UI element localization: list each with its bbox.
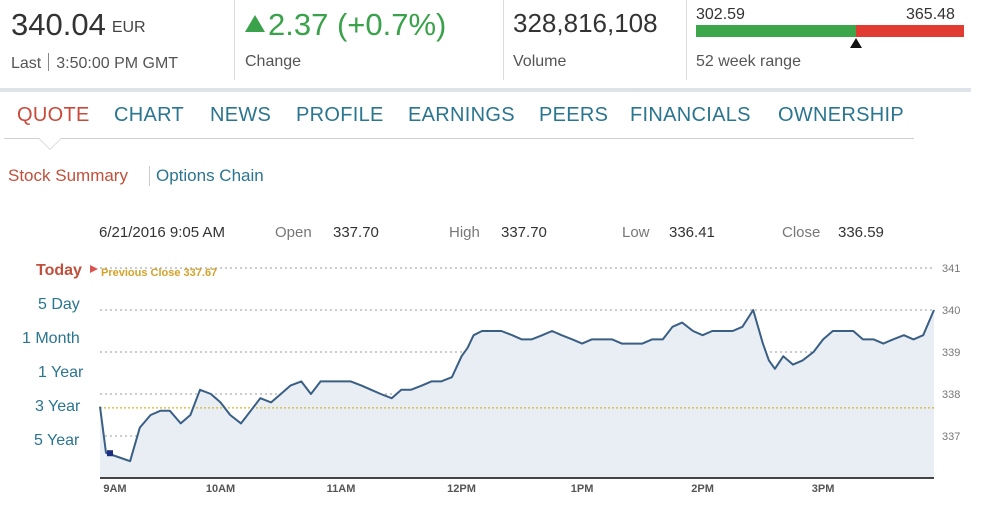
- last-time: 3:50:00 PM GMT: [56, 55, 179, 72]
- tab-news[interactable]: NEWS: [210, 104, 272, 126]
- low-label: Low: [622, 224, 650, 241]
- range-5-day[interactable]: 5 Day: [38, 296, 80, 313]
- tab-profile[interactable]: PROFILE: [296, 104, 384, 126]
- highlight-point-marker: [107, 450, 114, 457]
- change-label: Change: [245, 53, 302, 70]
- range-1-month[interactable]: 1 Month: [22, 330, 80, 347]
- previous-close-arrow-icon: [90, 265, 98, 273]
- subtab-options-chain[interactable]: Options Chain: [156, 166, 264, 185]
- range-3-year[interactable]: 3 Year: [35, 398, 81, 415]
- open-label: Open: [275, 224, 312, 241]
- tab-ownership[interactable]: OWNERSHIP: [778, 104, 905, 126]
- x-tick-label: 12PM: [447, 483, 476, 495]
- summary-underline: [0, 88, 971, 92]
- range-label: 52 week range: [696, 53, 801, 70]
- close-label: Close: [782, 224, 821, 241]
- y-tick-label: 337: [942, 431, 960, 443]
- tab-earnings[interactable]: EARNINGS: [408, 104, 515, 126]
- tab-chart[interactable]: CHART: [114, 104, 185, 126]
- range-high: 365.48: [906, 6, 955, 23]
- x-tick-label: 2PM: [691, 483, 714, 495]
- quote-tabs: QUOTE CHART NEWS PROFILE EARNINGS PEERS …: [4, 104, 914, 138]
- x-axis-ticks: 9AM 10AM 11AM 12PM 1PM 2PM 3PM: [103, 483, 834, 495]
- intraday-price-chart: 337 338 339 340 341 9AM 10AM 11AM 12PM 1PM 2PM 3PM…: [90, 263, 960, 495]
- high-value: 337.70: [501, 224, 547, 241]
- tab-financials[interactable]: FINANCIALS: [630, 104, 751, 126]
- y-tick-label: 338: [942, 389, 960, 401]
- range-today[interactable]: Today: [36, 262, 82, 279]
- x-tick-label: 3PM: [812, 483, 835, 495]
- subtab-stock-summary[interactable]: Stock Summary: [8, 166, 128, 185]
- range-bar-high-segment: [855, 25, 964, 37]
- close-value: 336.59: [838, 224, 884, 241]
- last-divider: [48, 53, 50, 71]
- range-5-year[interactable]: 5 Year: [34, 432, 80, 449]
- range-low: 302.59: [696, 6, 745, 23]
- tab-peers[interactable]: PEERS: [539, 104, 609, 126]
- price-change: 2.37 (+0.7%): [245, 7, 446, 43]
- price-area-fill: [100, 310, 934, 478]
- price-change-value: 2.37 (+0.7%): [268, 7, 447, 42]
- active-tab-pointer-fill: [39, 138, 61, 149]
- chart-datetime: 6/21/2016 9:05 AM: [99, 224, 225, 241]
- low-value: 336.41: [669, 224, 715, 241]
- x-tick-label: 1PM: [571, 483, 594, 495]
- last-label: Last: [11, 55, 42, 72]
- x-tick-label: 9AM: [103, 483, 126, 495]
- price-line: [99, 309, 935, 463]
- range-bar-low-segment: [696, 25, 856, 37]
- range-1-year[interactable]: 1 Year: [38, 364, 84, 381]
- range-marker-icon: [849, 38, 862, 48]
- last-time-row: Last 3:50:00 PM GMT: [11, 53, 178, 73]
- tab-quote[interactable]: QUOTE: [17, 104, 90, 126]
- summary-divider: [686, 0, 687, 80]
- y-tick-label: 339: [942, 347, 960, 359]
- volume-label: Volume: [513, 53, 567, 70]
- open-value: 337.70: [333, 224, 379, 241]
- x-tick-label: 10AM: [206, 483, 235, 495]
- last-price: 340.04 EUR: [11, 7, 146, 43]
- tabs-underline: [4, 138, 914, 139]
- high-label: High: [449, 224, 480, 241]
- currency-label: EUR: [111, 19, 146, 36]
- y-tick-label: 340: [942, 305, 960, 317]
- week-range-bar: [696, 25, 964, 48]
- last-price-value: 340.04: [11, 7, 106, 42]
- summary-divider: [234, 0, 235, 80]
- volume-value: 328,816,108: [513, 8, 658, 38]
- previous-close-annotation: Previous Close 337.67: [90, 265, 217, 279]
- up-arrow-icon: [245, 15, 265, 32]
- subtab-divider: [149, 166, 150, 186]
- y-tick-label: 341: [942, 263, 960, 275]
- summary-divider: [503, 0, 504, 80]
- previous-close-label: Previous Close 337.67: [101, 267, 217, 279]
- x-tick-label: 11AM: [327, 483, 356, 495]
- y-axis-ticks: 337 338 339 340 341: [942, 263, 960, 443]
- quote-summary: 340.04 EUR Last 3:50:00 PM GMT 2.37 (+0.7%…: [0, 0, 971, 90]
